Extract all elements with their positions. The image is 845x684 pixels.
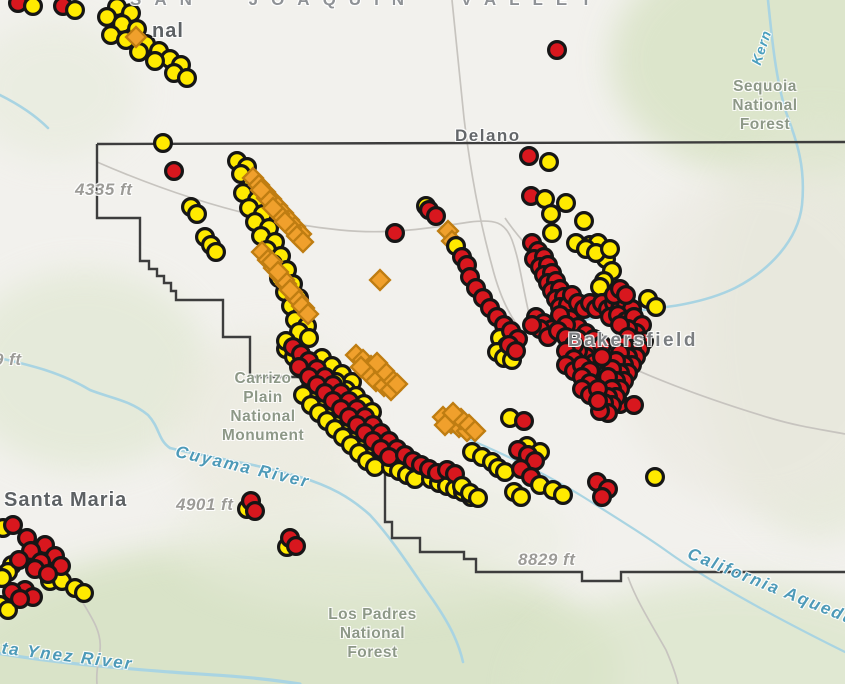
river-path <box>0 652 302 684</box>
county-boundary-line <box>96 140 845 146</box>
yellow-circle-marker[interactable] <box>299 328 320 349</box>
red-circle-marker[interactable] <box>513 411 534 432</box>
roads-layer <box>79 0 845 684</box>
yellow-circle-marker[interactable] <box>540 204 561 225</box>
well-markers-layer <box>0 0 666 620</box>
yellow-circle-marker[interactable] <box>177 67 198 88</box>
yellow-circle-marker[interactable] <box>510 487 531 508</box>
red-circle-marker[interactable] <box>623 395 644 416</box>
yellow-circle-marker[interactable] <box>644 467 665 488</box>
red-circle-marker[interactable] <box>615 285 636 306</box>
yellow-circle-marker[interactable] <box>555 193 576 214</box>
yellow-circle-marker[interactable] <box>541 223 562 244</box>
yellow-circle-marker[interactable] <box>64 0 85 20</box>
red-circle-marker[interactable] <box>385 223 406 244</box>
red-circle-marker[interactable] <box>37 563 58 584</box>
red-circle-marker[interactable] <box>587 391 608 412</box>
red-circle-marker[interactable] <box>518 146 539 167</box>
yellow-circle-marker[interactable] <box>495 462 516 483</box>
yellow-circle-marker[interactable] <box>23 0 43 16</box>
yellow-circle-marker[interactable] <box>187 204 208 225</box>
yellow-circle-marker[interactable] <box>573 211 594 232</box>
county-boundary-line <box>95 144 845 583</box>
road-path <box>79 597 102 684</box>
red-circle-marker[interactable] <box>426 206 447 227</box>
orange-diamond-marker[interactable] <box>365 351 389 375</box>
red-circle-marker[interactable] <box>521 315 542 336</box>
yellow-circle-marker[interactable] <box>599 239 620 260</box>
orange-diamond-marker[interactable] <box>433 413 457 437</box>
orange-diamond-marker[interactable] <box>291 230 315 254</box>
road-path <box>96 161 531 319</box>
yellow-circle-marker[interactable] <box>206 242 227 263</box>
orange-diamond-marker[interactable] <box>385 372 409 396</box>
river-path <box>168 446 465 664</box>
yellow-circle-marker[interactable] <box>129 41 150 62</box>
yellow-circle-marker[interactable] <box>0 568 12 588</box>
orange-diamond-marker[interactable] <box>249 178 273 202</box>
red-circle-marker[interactable] <box>3 514 23 535</box>
orange-diamond-marker[interactable] <box>278 278 302 302</box>
yellow-circle-marker[interactable] <box>153 133 174 154</box>
red-circle-marker[interactable] <box>164 161 185 182</box>
orange-diamond-marker[interactable] <box>261 196 285 220</box>
yellow-circle-marker[interactable] <box>73 582 94 603</box>
yellow-circle-marker[interactable] <box>0 600 18 620</box>
red-circle-marker[interactable] <box>245 501 266 522</box>
orange-diamond-marker[interactable] <box>266 260 290 284</box>
orange-diamond-marker[interactable] <box>463 419 487 443</box>
road-path <box>627 576 679 684</box>
orange-diamond-marker[interactable] <box>124 25 148 49</box>
county-boundary <box>95 140 845 583</box>
road-path <box>451 0 529 339</box>
red-circle-marker[interactable] <box>9 549 29 570</box>
orange-diamond-marker[interactable] <box>273 210 297 234</box>
orange-diamond-marker[interactable] <box>296 302 320 326</box>
red-circle-marker[interactable] <box>286 535 307 556</box>
red-circle-marker[interactable] <box>10 588 30 609</box>
yellow-circle-marker[interactable] <box>552 485 573 506</box>
yellow-circle-marker[interactable] <box>145 50 166 71</box>
river-path <box>0 356 172 450</box>
red-circle-marker[interactable] <box>546 39 567 60</box>
river-path <box>0 93 50 130</box>
river-path <box>450 430 845 654</box>
red-circle-marker[interactable] <box>379 447 400 468</box>
yellow-circle-marker[interactable] <box>645 297 666 318</box>
yellow-circle-marker[interactable] <box>538 152 559 173</box>
red-circle-marker[interactable] <box>506 341 527 362</box>
red-circle-marker[interactable] <box>591 487 612 508</box>
red-circle-marker[interactable] <box>591 347 612 368</box>
yellow-circle-marker[interactable] <box>468 488 489 509</box>
orange-diamond-marker[interactable] <box>349 355 373 379</box>
orange-diamond-marker[interactable] <box>368 268 392 292</box>
